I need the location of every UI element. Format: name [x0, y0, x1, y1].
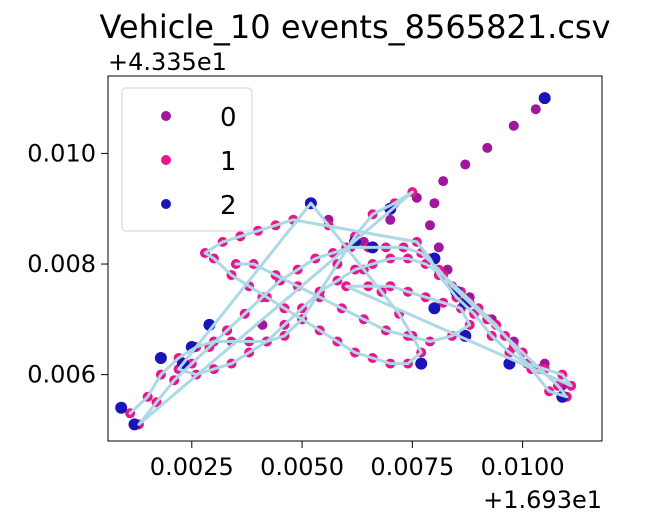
x-axis: 0.0025 0.0050 0.0075 0.0100	[150, 441, 565, 481]
legend-marker-2	[161, 199, 171, 209]
legend: 0 1 2	[121, 87, 253, 232]
x-offset-label: +1.693e1	[483, 486, 602, 514]
point-series-0-7	[433, 242, 444, 253]
legend-label-0: 0	[220, 103, 237, 133]
x-tick-label-0: 0.0025	[150, 453, 234, 481]
point-series-2-0	[538, 92, 551, 105]
point-series-2-1	[115, 401, 128, 414]
track-line	[128, 190, 573, 426]
point-series-0-5	[429, 198, 440, 209]
point-series-2-3	[154, 352, 167, 364]
legend-box	[121, 87, 253, 232]
x-tick-label-3: 0.0100	[481, 453, 565, 481]
point-series-0-6	[425, 220, 435, 231]
y-axis: 0.006 0.008 0.010	[27, 139, 108, 389]
point-series-2-12	[428, 302, 441, 315]
plot-area	[107, 75, 603, 442]
x-tick-label-2: 0.0075	[370, 453, 454, 481]
point-series-0-4	[438, 176, 449, 187]
point-series-0-2	[482, 142, 493, 153]
legend-label-2: 2	[220, 191, 237, 221]
y-offset-label: +4.335e1	[108, 48, 227, 76]
y-tick-label-2: 0.010	[27, 139, 96, 167]
point-series-0-3	[460, 159, 471, 170]
chart-title: Vehicle_10 events_8565821.csv	[99, 8, 610, 46]
point-series-2-2	[128, 418, 141, 431]
legend-label-1: 1	[220, 147, 237, 177]
x-tick-label-1: 0.0050	[260, 453, 344, 481]
point-series-2-16	[415, 357, 428, 370]
legend-marker-1	[161, 155, 171, 165]
legend-marker-0	[161, 111, 171, 121]
y-tick-label-1: 0.008	[27, 250, 96, 278]
track-layer	[128, 190, 573, 426]
y-tick-label-0: 0.006	[27, 361, 96, 389]
point-series-0-0	[530, 104, 541, 115]
point-series-0-15	[385, 214, 396, 225]
point-series-0-1	[508, 120, 519, 131]
